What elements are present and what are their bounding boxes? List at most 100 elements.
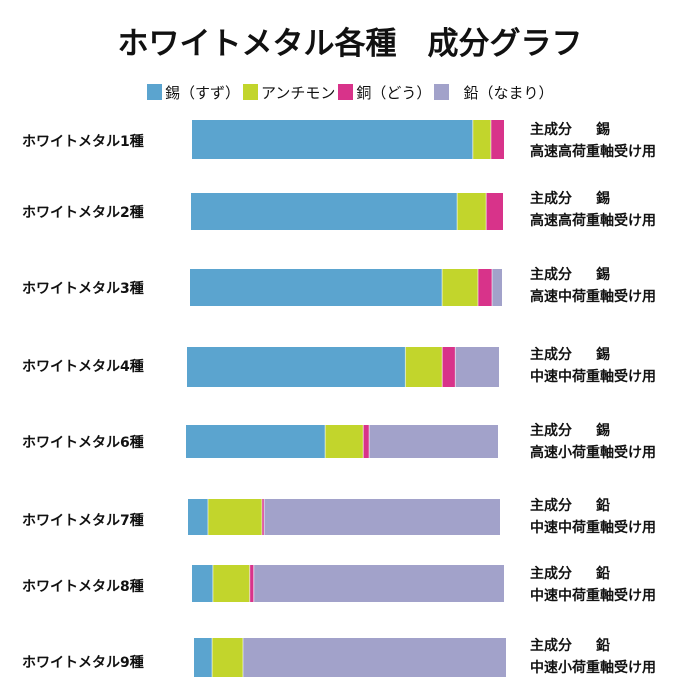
annotation-key: 主成分 (530, 122, 572, 138)
legend-label-tin: 錫（すず） (165, 83, 241, 102)
annotation-key: 主成分 (530, 191, 572, 207)
annotation-main-component: 錫 (596, 267, 610, 283)
legend-label-antimony: アンチモン (261, 83, 336, 102)
segment-divider (441, 269, 443, 306)
segment-divider (490, 120, 492, 159)
bar-annotation: 主成分 錫 高速小荷重軸受け用 (530, 420, 656, 464)
annotation-key: 主成分 (530, 423, 572, 439)
bar-segment-copper (442, 347, 456, 387)
segment-divider (477, 269, 479, 306)
segment-divider (456, 193, 458, 230)
category-label: ホワイトメタル7種 (22, 513, 144, 529)
bar-segment-antimony (405, 347, 443, 387)
segment-divider (362, 425, 364, 458)
annotation-main-component: 錫 (596, 191, 610, 207)
legend-swatch-copper (338, 84, 354, 100)
bar-segment-antimony (472, 120, 491, 159)
bar-segment-lead (455, 347, 499, 387)
bar-segment-lead (492, 269, 502, 306)
category-label: ホワイトメタル2種 (22, 205, 144, 221)
annotation-usage: 中速小荷重軸受け用 (530, 660, 656, 676)
bar-segment-tin (192, 120, 473, 159)
bar-segment-copper (261, 499, 265, 535)
annotation-usage: 中速中荷重軸受け用 (530, 588, 656, 604)
segment-divider (324, 425, 326, 458)
annotation-main-component: 錫 (596, 122, 610, 138)
bar-segment-copper (486, 193, 503, 230)
category-label: ホワイトメタル9種 (22, 655, 144, 671)
bar-segment-antimony (325, 425, 364, 458)
segment-divider (454, 347, 456, 387)
annotation-usage: 中速中荷重軸受け用 (530, 369, 656, 385)
bar-annotation: 主成分 鉛 中速中荷重軸受け用 (530, 563, 656, 607)
bar-segment-tin (192, 565, 213, 602)
bar-segment-tin (186, 425, 326, 458)
segment-divider (491, 269, 493, 306)
annotation-usage: 高速小荷重軸受け用 (530, 445, 656, 461)
bar-segment-antimony (457, 193, 487, 230)
legend: 錫（すず） アンチモン 銅（どう） 鉛（なまり） (147, 83, 556, 102)
annotation-key: 主成分 (530, 498, 572, 514)
bar-annotation: 主成分 鉛 中速中荷重軸受け用 (530, 495, 656, 539)
legend-label-copper: 銅（どう） (356, 83, 432, 102)
bar-segment-copper (249, 565, 254, 602)
category-label: ホワイトメタル1種 (22, 134, 144, 150)
chart-title: ホワイトメタル各種 成分グラフ (117, 26, 583, 62)
bar-annotation: 主成分 錫 中速中荷重軸受け用 (530, 344, 656, 388)
bar-segment-tin (191, 193, 458, 230)
segment-divider (485, 193, 487, 230)
segment-divider (472, 120, 474, 159)
annotation-usage: 中速中荷重軸受け用 (530, 520, 656, 536)
bar-segment-tin (188, 499, 208, 535)
segment-divider (261, 499, 263, 535)
bar-annotation: 主成分 錫 高速高荷重軸受け用 (530, 119, 656, 163)
annotation-usage: 高速高荷重軸受け用 (530, 144, 656, 160)
legend-swatch-lead (434, 84, 450, 100)
category-label: ホワイトメタル8種 (22, 579, 144, 595)
bar-segment-tin (190, 269, 443, 306)
category-label: ホワイトメタル3種 (22, 281, 144, 297)
bar-segment-tin (187, 347, 406, 387)
bar-annotation: 主成分 錫 高速中荷重軸受け用 (530, 264, 656, 308)
bar-annotation: 主成分 錫 高速高荷重軸受け用 (530, 188, 656, 232)
segment-divider (242, 638, 244, 677)
legend-swatch-tin (147, 84, 162, 100)
bar-segment-copper (477, 269, 493, 306)
bar-segment-lead (369, 425, 498, 458)
bar-segment-antimony (212, 565, 250, 602)
bar-segment-lead (242, 638, 507, 677)
annotation-key: 主成分 (530, 638, 572, 654)
annotation-main-component: 錫 (596, 347, 610, 363)
bar-segment-lead (264, 499, 500, 535)
legend-label-lead: 鉛（なまり） (463, 83, 554, 102)
bar-segment-antimony (442, 269, 478, 306)
segment-divider (368, 425, 370, 458)
bar-segment-tin (194, 638, 213, 677)
segment-divider (404, 347, 406, 387)
annotation-usage: 高速高荷重軸受け用 (530, 213, 656, 229)
bar-segment-copper (363, 425, 370, 458)
segment-divider (212, 565, 214, 602)
bar-segment-copper (490, 120, 504, 159)
segment-divider (441, 347, 443, 387)
annotation-main-component: 鉛 (596, 498, 610, 514)
annotation-key: 主成分 (530, 566, 572, 582)
segment-divider (253, 565, 255, 602)
annotation-key: 主成分 (530, 267, 572, 283)
bar-annotation: 主成分 鉛 中速小荷重軸受け用 (530, 635, 656, 679)
annotation-main-component: 錫 (596, 423, 610, 439)
annotation-main-component: 鉛 (596, 566, 610, 582)
segment-divider (207, 499, 209, 535)
bar-segment-antimony (207, 499, 262, 535)
annotation-usage: 高速中荷重軸受け用 (530, 289, 656, 305)
annotation-main-component: 鉛 (596, 638, 610, 654)
segment-divider (249, 565, 251, 602)
bar-segment-antimony (212, 638, 243, 677)
bar-segment-lead (253, 565, 504, 602)
annotation-key: 主成分 (530, 347, 572, 363)
segment-divider (211, 638, 213, 677)
category-label: ホワイトメタル6種 (22, 435, 144, 451)
category-label: ホワイトメタル4種 (22, 359, 144, 375)
segment-divider (263, 499, 265, 535)
